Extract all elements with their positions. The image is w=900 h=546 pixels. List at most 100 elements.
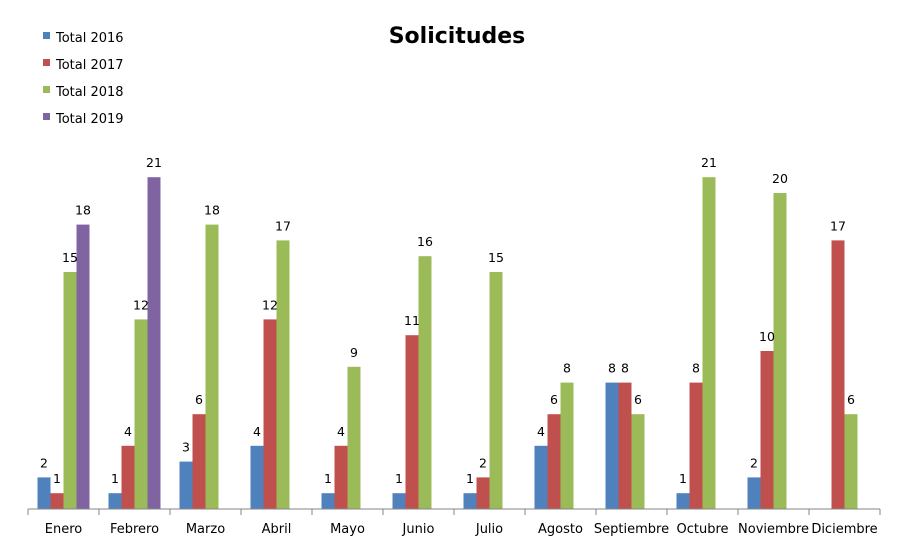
bar-total-2017-abril xyxy=(263,319,277,509)
legend-label-total-2017: Total 2017 xyxy=(55,58,124,73)
bar-total-2016-noviembre xyxy=(747,477,761,509)
x-tick-label-enero: Enero xyxy=(45,522,83,537)
x-tick-label-septiembre: Septiembre xyxy=(594,522,669,537)
bar-total-2018-septiembre xyxy=(631,414,645,509)
data-label-total-2016-febrero: 1 xyxy=(111,471,119,486)
data-label-total-2017-noviembre: 10 xyxy=(759,329,775,344)
data-label-total-2018-febrero: 12 xyxy=(133,297,149,312)
chart-title: Solicitudes xyxy=(389,24,526,49)
bar-total-2017-noviembre xyxy=(760,351,774,509)
x-tick-label-mayo: Mayo xyxy=(330,522,365,537)
data-label-total-2019-enero: 18 xyxy=(75,203,91,218)
data-label-total-2017-julio: 2 xyxy=(479,455,487,470)
bar-total-2016-julio xyxy=(463,493,477,509)
data-label-total-2018-abril: 17 xyxy=(275,218,291,233)
bars-group xyxy=(37,177,858,509)
x-tick-label-diciembre: Diciembre xyxy=(811,522,877,537)
bar-total-2018-julio xyxy=(489,272,503,509)
x-tick-label-agosto: Agosto xyxy=(538,522,583,537)
bar-total-2018-junio xyxy=(418,256,432,509)
data-label-total-2016-agosto: 4 xyxy=(537,424,545,439)
bar-total-2016-junio xyxy=(392,493,406,509)
bar-total-2017-julio xyxy=(476,477,490,509)
legend-label-total-2018: Total 2018 xyxy=(55,85,124,100)
data-label-total-2017-mayo: 4 xyxy=(337,424,345,439)
bar-total-2016-febrero xyxy=(108,493,122,509)
bar-total-2017-enero xyxy=(50,493,64,509)
legend-swatch-total-2018 xyxy=(43,86,50,93)
data-label-total-2017-agosto: 6 xyxy=(550,392,558,407)
bar-total-2018-marzo xyxy=(205,224,219,509)
legend-swatch-total-2019 xyxy=(43,113,50,120)
data-label-total-2017-diciembre: 17 xyxy=(830,218,846,233)
data-label-total-2018-septiembre: 6 xyxy=(634,392,642,407)
data-label-total-2018-noviembre: 20 xyxy=(772,171,788,186)
data-label-total-2017-enero: 1 xyxy=(53,471,61,486)
bar-total-2018-febrero xyxy=(134,319,148,509)
bar-total-2016-marzo xyxy=(179,461,193,509)
legend-swatch-total-2016 xyxy=(43,32,50,39)
data-label-total-2016-septiembre: 8 xyxy=(608,361,616,376)
data-label-total-2018-enero: 15 xyxy=(62,250,78,265)
bar-total-2018-agosto xyxy=(560,382,574,509)
data-label-total-2017-septiembre: 8 xyxy=(621,361,629,376)
data-label-total-2017-febrero: 4 xyxy=(124,424,132,439)
data-label-total-2019-febrero: 21 xyxy=(146,155,162,170)
bar-total-2018-mayo xyxy=(347,366,361,509)
legend-swatch-total-2017 xyxy=(43,59,50,66)
data-label-total-2017-abril: 12 xyxy=(262,297,278,312)
bar-total-2017-agosto xyxy=(547,414,561,509)
bar-total-2017-junio xyxy=(405,335,419,509)
data-label-total-2016-marzo: 3 xyxy=(182,440,190,455)
x-tick-label-abril: Abril xyxy=(262,522,292,537)
legend: Total 2016 Total 2017 Total 2018 Total 2019 xyxy=(43,31,124,127)
data-label-total-2017-octubre: 8 xyxy=(692,361,700,376)
x-tick-label-marzo: Marzo xyxy=(186,522,225,537)
data-label-total-2016-junio: 1 xyxy=(395,471,403,486)
bar-total-2018-enero xyxy=(63,272,77,509)
x-tick-label-febrero: Febrero xyxy=(110,522,159,537)
data-label-total-2018-julio: 15 xyxy=(488,250,504,265)
legend-label-total-2019: Total 2019 xyxy=(55,112,124,127)
bar-total-2018-noviembre xyxy=(773,193,787,509)
data-label-total-2016-mayo: 1 xyxy=(324,471,332,486)
data-label-total-2018-agosto: 8 xyxy=(563,361,571,376)
bar-total-2016-octubre xyxy=(676,493,690,509)
bar-total-2016-enero xyxy=(37,477,51,509)
bar-total-2018-abril xyxy=(276,240,290,509)
data-label-total-2017-junio: 11 xyxy=(404,313,420,328)
bar-total-2019-febrero xyxy=(147,177,161,509)
bar-total-2017-febrero xyxy=(121,445,135,509)
legend-label-total-2016: Total 2016 xyxy=(55,31,124,46)
x-tick-label-octubre: Octubre xyxy=(676,522,728,537)
data-label-total-2017-marzo: 6 xyxy=(195,392,203,407)
bar-total-2018-octubre xyxy=(702,177,716,509)
bar-total-2019-enero xyxy=(76,224,90,509)
bar-total-2016-septiembre xyxy=(605,382,619,509)
data-label-total-2016-julio: 1 xyxy=(466,471,474,486)
bar-total-2016-abril xyxy=(250,445,264,509)
bar-total-2018-diciembre xyxy=(844,414,858,509)
bar-total-2017-diciembre xyxy=(831,240,845,509)
x-axis-tick-labels: Enero Febrero Marzo Abril Mayo Junio Julio Agos… xyxy=(45,522,878,537)
data-label-total-2016-enero: 2 xyxy=(40,455,48,470)
data-label-total-2016-abril: 4 xyxy=(253,424,261,439)
x-tick-label-julio: Julio xyxy=(475,522,503,537)
bar-total-2017-septiembre xyxy=(618,382,632,509)
x-tick-label-noviembre: Noviembre xyxy=(738,522,809,537)
data-label-total-2018-marzo: 18 xyxy=(204,203,220,218)
bar-total-2017-mayo xyxy=(334,445,348,509)
data-label-total-2018-octubre: 21 xyxy=(701,155,717,170)
data-label-total-2018-diciembre: 6 xyxy=(847,392,855,407)
bar-total-2017-octubre xyxy=(689,382,703,509)
x-axis-ticks xyxy=(27,509,881,515)
bar-total-2016-agosto xyxy=(534,445,548,509)
data-label-total-2018-junio: 16 xyxy=(417,234,433,249)
data-label-total-2016-noviembre: 2 xyxy=(750,455,758,470)
bar-total-2016-mayo xyxy=(321,493,335,509)
bar-total-2017-marzo xyxy=(192,414,206,509)
data-label-total-2016-octubre: 1 xyxy=(679,471,687,486)
data-label-total-2018-mayo: 9 xyxy=(350,345,358,360)
